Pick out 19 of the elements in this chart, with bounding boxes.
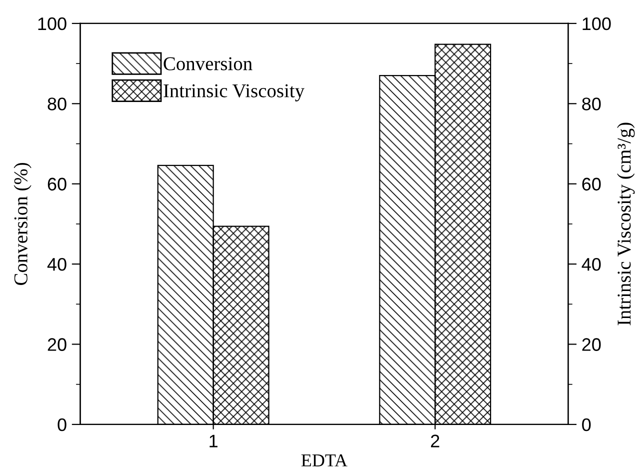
x-tick-label: 1 [210, 434, 218, 448]
y2-axis-title: Intrinsic Viscosity (cm³/g) [617, 122, 635, 326]
y-tick-label: 100 [38, 17, 66, 30]
legend-label: Conversion [164, 57, 252, 70]
y-tick-label: 60 [48, 178, 66, 191]
y2-tick-label: 60 [582, 178, 601, 191]
y-tick-label: 40 [47, 258, 66, 271]
y-tick-label: 80 [48, 98, 66, 110]
y-axis-title: Conversion (%) [14, 162, 32, 285]
y2-tick-label: 40 [582, 258, 601, 271]
y2-tick-label: 100 [582, 17, 611, 30]
x-axis-title: EDTA [301, 454, 348, 466]
y2-tick-label: 20 [582, 338, 601, 351]
legend-label: Intrinsic Viscosity [164, 84, 304, 102]
y-tick-label: 20 [48, 338, 66, 351]
x-tick-label: 2 [430, 434, 440, 448]
y2-tick-label: 0 [582, 418, 591, 432]
y2-tick-label: 80 [582, 98, 601, 110]
y-tick-label: 0 [58, 418, 66, 432]
